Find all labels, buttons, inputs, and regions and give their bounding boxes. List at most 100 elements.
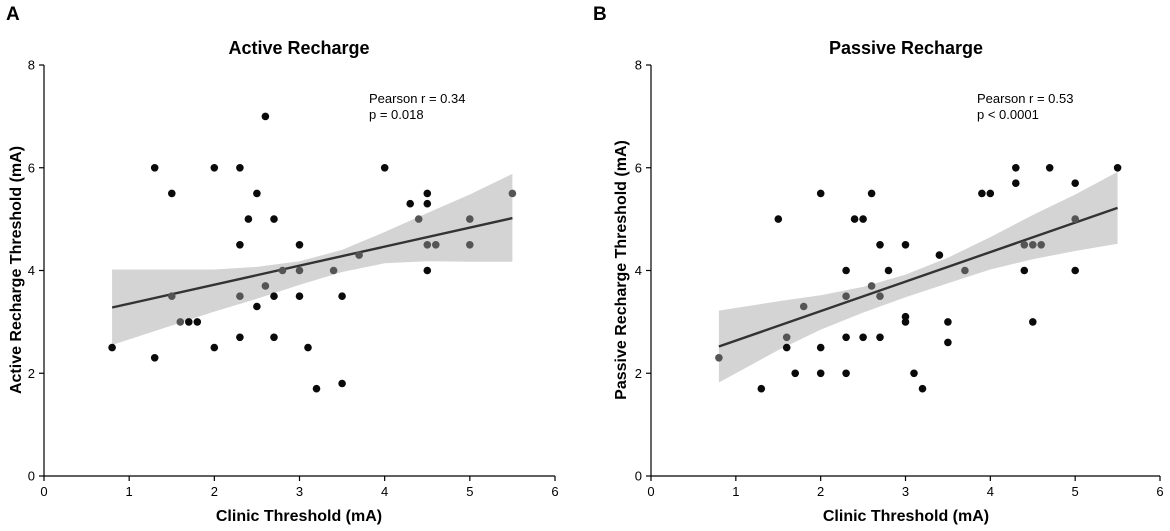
x-axis-label: Clinic Threshold (mA) [216,508,382,525]
data-point [791,369,799,378]
data-point [185,318,193,326]
data-point [210,164,219,172]
data-point [1029,318,1037,326]
panel-active-recharge: A Active Recharge Clinic Threshold (mA) … [6,4,559,525]
data-point [876,333,884,342]
data-point [1045,164,1054,172]
data-point [774,215,783,223]
regression-line [111,216,513,309]
data-point [244,215,253,223]
data-point [918,384,927,393]
data-point [432,241,440,249]
data-point [842,369,850,378]
pearson-r-annotation: Pearson r = 0.53 [977,91,1073,106]
data-point [108,343,116,352]
panel-label: A [6,4,20,25]
data-point [1029,241,1037,249]
data-point [253,189,261,198]
data-point [210,343,219,352]
data-point [270,292,278,301]
data-point [406,199,415,208]
data-point [295,292,304,301]
data-point [859,215,867,223]
y-tick-label: 0 [28,469,35,484]
data-point [270,333,278,342]
data-point [799,302,808,311]
x-tick-label: 3 [902,484,909,499]
data-point [304,343,312,352]
data-point [816,189,825,198]
pearson-r-annotation: Pearson r = 0.34 [369,91,465,106]
p-value-annotation: p < 0.0001 [977,107,1039,122]
y-tick-label: 0 [635,469,642,484]
data-point [859,333,867,342]
data-point [423,189,432,198]
confidence-band [112,173,513,345]
x-tick-label: 0 [40,484,47,499]
y-axis-label: Active Recharge Threshold (mA) [8,146,25,394]
y-tick-label: 4 [635,263,642,278]
data-point [884,266,893,275]
data-point [1012,179,1020,187]
data-point [842,266,850,275]
data-point [782,333,791,342]
data-point [1037,241,1045,249]
data-point [261,112,270,121]
y-axis-label: Passive Recharge Threshold (mA) [613,140,630,400]
data-point [236,333,244,342]
x-tick-label: 4 [381,484,388,499]
data-point [261,282,270,290]
x-tick-label: 2 [211,484,218,499]
data-point [944,318,952,326]
panel-passive-recharge: B Passive Recharge Clinic Threshold (mA)… [593,4,1164,525]
x-tick-label: 3 [296,484,303,499]
data-point [168,292,176,301]
data-point [236,241,244,249]
data-point [312,384,321,393]
data-point [1020,266,1029,275]
x-tick-label: 1 [126,484,133,499]
data-point [867,189,876,198]
data-point [295,266,304,275]
data-point [1071,179,1079,187]
data-point [168,189,176,198]
data-point [466,215,474,223]
y-tick-label: 4 [28,263,35,278]
data-point [150,164,159,172]
data-point [901,241,910,249]
data-point [816,369,825,378]
data-point [414,215,423,223]
data-point [1071,266,1079,275]
y-tick-label: 8 [28,58,35,73]
x-tick-label: 0 [647,484,654,499]
data-point [816,343,825,352]
x-tick-label: 4 [987,484,994,499]
data-point [1071,215,1079,223]
data-point [757,384,766,393]
data-point [876,292,884,301]
data-point [867,282,876,290]
data-point [508,189,517,198]
y-tick-label: 6 [28,160,35,175]
data-point [270,215,278,223]
x-tick-label: 6 [551,484,558,499]
data-point [466,241,474,249]
chart-title: Passive Recharge [829,38,983,58]
data-point [961,266,969,275]
y-tick-label: 2 [635,366,642,381]
x-tick-label: 2 [817,484,824,499]
data-point [338,379,346,388]
data-point [295,241,304,249]
data-point [338,292,346,301]
data-point [236,292,244,301]
panel-label: B [593,4,607,25]
data-point [150,354,159,362]
p-value-annotation: p = 0.018 [369,107,424,122]
y-tick-label: 6 [635,160,642,175]
data-point [842,333,850,342]
data-point [1020,241,1029,249]
data-point [901,312,910,321]
data-point [935,251,944,259]
data-point [715,354,723,362]
